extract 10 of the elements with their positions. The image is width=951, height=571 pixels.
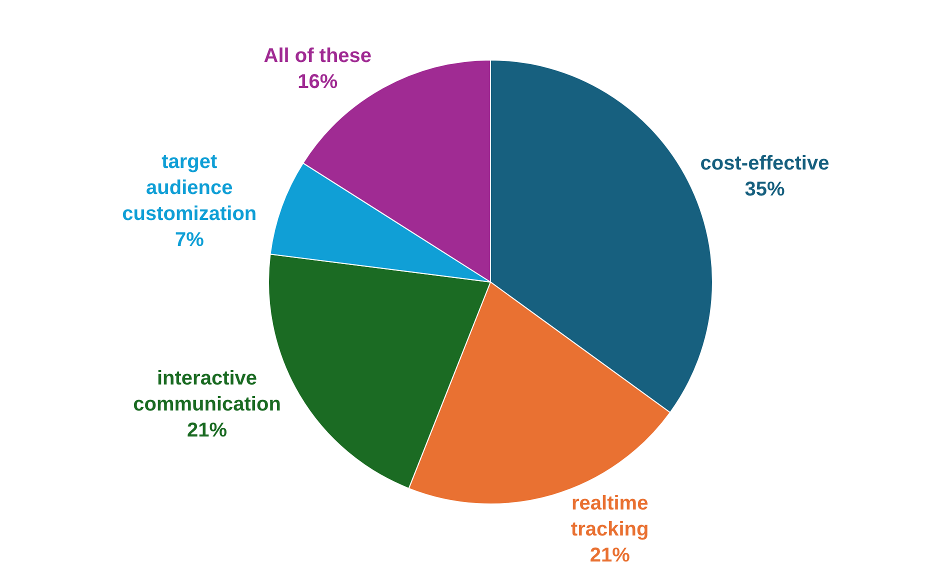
data-label: 16% [298,71,338,94]
slice-label: interactive communication [133,368,281,416]
slice-label: All of these [264,45,372,68]
data-label: 21% [187,420,228,442]
data-label: 35% [744,178,786,200]
slice-label: cost-effective [700,152,830,174]
slice-label: realtime tracking [570,492,649,540]
data-label: 7% [174,229,204,252]
slice-label: target audience customization [122,151,257,226]
data-label: 21% [590,544,630,566]
